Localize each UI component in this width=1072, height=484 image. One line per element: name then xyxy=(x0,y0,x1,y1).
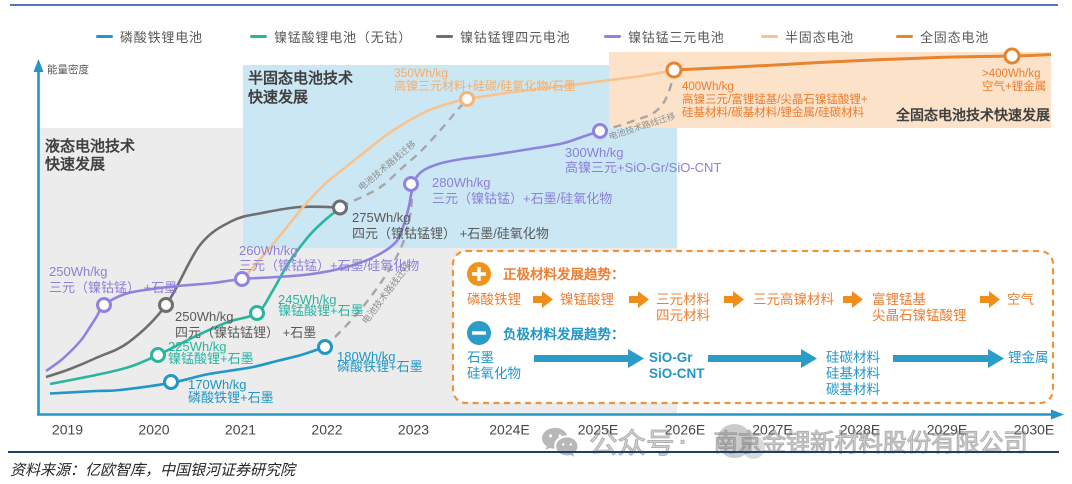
svg-text:三元材料: 三元材料 xyxy=(656,292,710,307)
svg-text:2027E: 2027E xyxy=(752,422,792,438)
svg-text:正极材料发展趋势：: 正极材料发展趋势： xyxy=(503,266,625,282)
svg-text:>400Wh/kg: >400Wh/kg xyxy=(982,68,1041,80)
svg-text:高镍三元材料+硅碳/硅氧化物/石墨: 高镍三元材料+硅碳/硅氧化物/石墨 xyxy=(394,78,576,93)
svg-text:280Wh/kg: 280Wh/kg xyxy=(432,175,491,190)
svg-text:磷酸铁锂+石墨: 磷酸铁锂+石墨 xyxy=(337,359,423,374)
svg-text:SiO-Gr: SiO-Gr xyxy=(649,350,693,365)
svg-text:磷酸铁锂: 磷酸铁锂 xyxy=(467,292,521,307)
svg-text:能量密度: 能量密度 xyxy=(47,63,89,76)
svg-text:快速发展: 快速发展 xyxy=(45,155,105,173)
svg-text:硅基材料/碳基材料/锂金属/硅碳材料: 硅基材料/碳基材料/锂金属/硅碳材料 xyxy=(682,105,865,119)
svg-text:250Wh/kg: 250Wh/kg xyxy=(175,309,234,324)
svg-text:空气: 空气 xyxy=(1007,292,1034,307)
svg-text:高镍三元/富锂锰基/尖晶石镍锰酸锂+: 高镍三元/富锂锰基/尖晶石镍锰酸锂+ xyxy=(682,92,868,106)
svg-text:四元（镍钴锰锂） +石墨: 四元（镍钴锰锂） +石墨 xyxy=(175,325,316,340)
svg-text:磷酸铁锂+石墨: 磷酸铁锂+石墨 xyxy=(188,390,274,405)
svg-text:四元（镍钴锰锂） +石墨/硅氧化物: 四元（镍钴锰锂） +石墨/硅氧化物 xyxy=(352,226,549,241)
svg-text:硅碳材料: 硅碳材料 xyxy=(826,350,880,365)
svg-text:180Wh/kg: 180Wh/kg xyxy=(337,349,396,364)
svg-text:负极材料发展趋势：: 负极材料发展趋势： xyxy=(503,326,625,342)
svg-text:三元（镍钴锰）+石墨/硅氧化物: 三元（镍钴锰）+石墨/硅氧化物 xyxy=(239,258,419,273)
svg-text:2023: 2023 xyxy=(398,422,429,438)
svg-text:2022: 2022 xyxy=(311,422,342,438)
svg-text:260Wh/kg: 260Wh/kg xyxy=(239,243,298,258)
svg-text:275Wh/kg: 275Wh/kg xyxy=(352,210,411,225)
svg-text:三元（镍钴锰） +石墨: 三元（镍钴锰） +石墨 xyxy=(49,280,177,295)
svg-text:2019: 2019 xyxy=(52,422,83,438)
svg-text:400Wh/kg: 400Wh/kg xyxy=(682,81,734,93)
svg-text:硅氧化物: 硅氧化物 xyxy=(467,366,521,381)
svg-text:硅基材料: 硅基材料 xyxy=(826,365,880,381)
svg-text:镍锰酸锂+石墨: 镍锰酸锂+石墨 xyxy=(278,303,364,318)
svg-text:尖晶石镍锰酸锂: 尖晶石镍锰酸锂 xyxy=(872,308,967,323)
svg-text:2020: 2020 xyxy=(138,422,169,438)
svg-text:空气+锂金属: 空气+锂金属 xyxy=(982,79,1046,93)
svg-text:高镍三元+SiO-Gr/SiO-CNT: 高镍三元+SiO-Gr/SiO-CNT xyxy=(565,160,721,175)
svg-text:SiO-CNT: SiO-CNT xyxy=(649,366,705,381)
svg-text:富锂锰基: 富锂锰基 xyxy=(872,291,926,307)
svg-text:2029E: 2029E xyxy=(927,422,967,438)
svg-text:2028E: 2028E xyxy=(840,422,880,438)
svg-text:快速发展: 快速发展 xyxy=(248,88,308,106)
svg-text:245Wh/kg: 245Wh/kg xyxy=(278,292,337,307)
svg-text:镍锰酸锂: 镍锰酸锂 xyxy=(560,292,614,307)
svg-text:碳基材料: 碳基材料 xyxy=(826,381,880,397)
svg-text:液态电池技术: 液态电池技术 xyxy=(45,137,135,155)
svg-text:四元材料: 四元材料 xyxy=(656,308,710,323)
svg-text:2025E: 2025E xyxy=(578,422,618,438)
svg-text:225Wh/kg: 225Wh/kg xyxy=(168,339,227,354)
svg-text:全固态电池技术快速发展: 全固态电池技术快速发展 xyxy=(895,107,1050,123)
svg-text:三元高镍材料: 三元高镍材料 xyxy=(753,291,834,307)
svg-text:锂金属: 锂金属 xyxy=(1008,350,1049,365)
svg-text:镍锰酸锂+石墨: 镍锰酸锂+石墨 xyxy=(168,351,254,366)
svg-text:250Wh/kg: 250Wh/kg xyxy=(49,264,108,279)
svg-text:三元（镍钴锰）+石墨/硅氧化物: 三元（镍钴锰）+石墨/硅氧化物 xyxy=(432,191,612,206)
svg-text:2026E: 2026E xyxy=(665,422,705,438)
svg-text:2024E: 2024E xyxy=(489,422,529,438)
svg-text:350Wh/kg: 350Wh/kg xyxy=(394,66,448,80)
svg-text:2030E: 2030E xyxy=(1014,422,1054,438)
svg-text:300Wh/kg: 300Wh/kg xyxy=(565,145,624,160)
svg-text:170Wh/kg: 170Wh/kg xyxy=(188,377,247,392)
svg-text:2021: 2021 xyxy=(225,422,256,438)
svg-text:半固态电池技术: 半固态电池技术 xyxy=(248,69,353,87)
svg-text:石墨: 石墨 xyxy=(467,350,494,365)
